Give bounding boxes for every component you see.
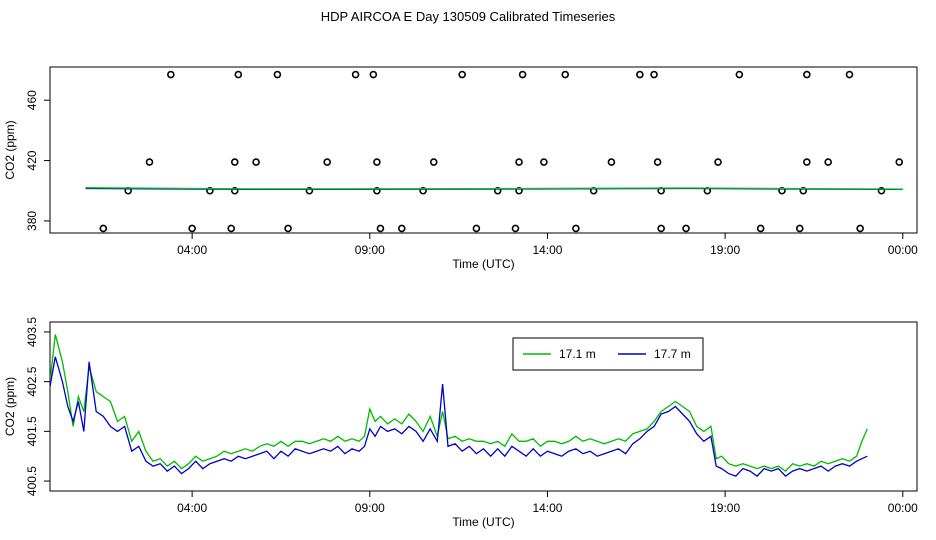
x-tick-label: 09:00 <box>355 501 385 515</box>
y-tick-label: 460 <box>25 90 39 110</box>
data-point <box>795 224 804 233</box>
data-point <box>607 158 616 166</box>
data-point <box>845 70 854 79</box>
y-axis-label: CO2 (ppm) <box>3 120 17 179</box>
data-point <box>650 70 658 79</box>
data-point <box>561 70 570 79</box>
data-point <box>636 70 644 79</box>
x-tick-label: 19:00 <box>710 501 740 515</box>
legend-label: 17.7 m <box>654 347 691 361</box>
data-point <box>515 186 523 195</box>
data-point <box>373 186 381 195</box>
x-tick-label: 04:00 <box>177 501 207 515</box>
x-tick-label: 09:00 <box>355 243 385 257</box>
data-point <box>227 224 236 233</box>
x-tick-label: 14:00 <box>532 243 562 257</box>
data-point <box>273 70 282 79</box>
y-tick-label: 401.5 <box>25 416 39 446</box>
data-point <box>419 186 427 195</box>
data-point <box>657 224 665 233</box>
data-point <box>99 224 108 233</box>
y-tick-label: 420 <box>25 150 39 170</box>
data-point <box>518 70 527 79</box>
data-point <box>369 70 378 79</box>
chart-title: HDP AIRCOA E Day 130509 Calibrated Times… <box>320 9 616 24</box>
data-point <box>714 158 722 166</box>
x-tick-label: 19:00 <box>710 243 740 257</box>
y-tick-label: 400.5 <box>25 466 39 496</box>
x-tick-label: 04:00 <box>177 243 207 257</box>
legend: 17.1 m 17.7 m <box>512 337 704 371</box>
data-point <box>351 70 360 79</box>
data-layer <box>85 70 917 233</box>
x-axis-label: Time (UTC) <box>452 515 514 529</box>
y-tick-label: 380 <box>25 211 39 231</box>
x-tick-label: 14:00 <box>532 501 562 515</box>
data-point <box>511 224 520 233</box>
data-point <box>206 186 214 195</box>
data-point <box>895 158 904 166</box>
data-point <box>778 186 786 195</box>
data-point <box>376 224 385 233</box>
data-point <box>323 158 331 166</box>
data-point <box>572 224 580 233</box>
data-point <box>472 224 481 233</box>
plot-panel-1: 04:00 09:00 14:00 19:00 00:00 380 420 460 Time (… <box>3 66 918 271</box>
data-point <box>230 186 239 195</box>
x-tick-label: 00:00 <box>888 243 918 257</box>
data-point <box>735 70 744 79</box>
data-layer <box>50 334 868 477</box>
y-tick-label: 403.5 <box>25 317 39 347</box>
data-point <box>877 186 886 195</box>
x-tick-label: 00:00 <box>888 501 918 515</box>
data-point <box>653 158 662 166</box>
data-point <box>145 158 154 166</box>
data-point <box>429 158 438 166</box>
data-point <box>799 186 808 195</box>
plot-frame <box>49 66 918 234</box>
data-point <box>458 70 466 79</box>
plot-frame <box>49 321 918 492</box>
data-point <box>824 158 832 166</box>
data-point <box>284 224 292 233</box>
data-point <box>167 70 175 79</box>
data-point <box>397 224 406 233</box>
y-tick-label: 402.5 <box>25 366 39 396</box>
plot-panel-2: 04:00 09:00 14:00 19:00 00:00 400.5 401.5 402.5… <box>3 317 918 529</box>
data-point <box>803 70 811 79</box>
data-point <box>305 186 314 195</box>
data-point <box>515 158 523 166</box>
data-point <box>188 224 196 233</box>
data-point <box>856 224 864 233</box>
y-axis-label: CO2 (ppm) <box>3 377 17 436</box>
series-line-17-1-m <box>50 334 868 472</box>
data-point <box>540 158 548 166</box>
series-line-2 <box>85 187 903 190</box>
x-axis-label: Time (UTC) <box>452 257 514 271</box>
data-point <box>373 158 381 166</box>
data-point <box>756 224 765 233</box>
series-line-17-7-m <box>50 356 868 477</box>
data-point <box>916 73 917 76</box>
data-point <box>230 158 239 166</box>
data-point <box>234 70 243 79</box>
legend-label: 17.1 m <box>559 347 596 361</box>
data-point <box>252 158 260 166</box>
data-point <box>682 224 690 233</box>
data-point <box>803 158 811 166</box>
data-point <box>493 186 502 195</box>
